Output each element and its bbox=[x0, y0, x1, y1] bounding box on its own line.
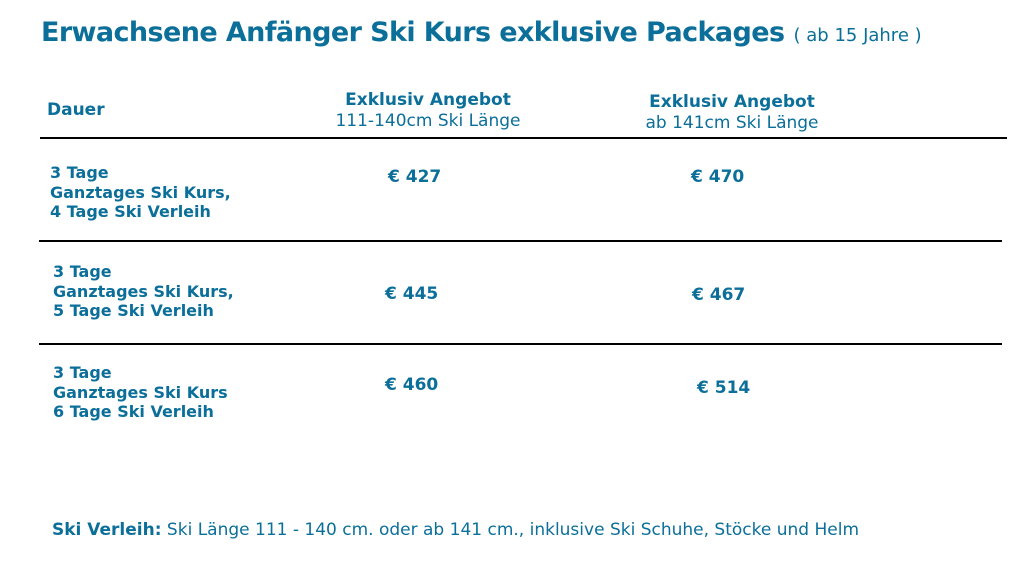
row-3-days: 3 Tage bbox=[53, 363, 112, 382]
column-header-angebot-2-title: Exklusiv Angebot bbox=[649, 92, 815, 112]
row-2-rental: 5 Tage Ski Verleih bbox=[53, 301, 214, 320]
column-header-angebot-2-subtitle: ab 141cm Ski Länge bbox=[645, 113, 819, 133]
column-header-angebot-1-subtitle: 111-140cm Ski Länge bbox=[335, 111, 521, 131]
row-1-course: Ganztages Ski Kurs, bbox=[50, 182, 231, 202]
row-2-days: 3 Tage bbox=[53, 262, 112, 281]
column-header-angebot-1-title: Exklusiv Angebot bbox=[345, 90, 511, 110]
row-2-price-1: € 445 bbox=[385, 284, 439, 304]
row-divider-1 bbox=[39, 240, 1002, 242]
title-subtitle: ( ab 15 Jahre ) bbox=[793, 25, 922, 46]
page-title: Erwachsene Anfänger Ski Kurs exklusive P… bbox=[41, 17, 922, 48]
header-divider bbox=[40, 137, 1007, 139]
row-1-price-2: € 470 bbox=[691, 167, 745, 187]
row-3-rental: 6 Tage Ski Verleih bbox=[53, 402, 214, 421]
column-header-angebot-2: Exklusiv Angebot ab 141cm Ski Länge bbox=[622, 92, 842, 134]
title-main: Erwachsene Anfänger Ski Kurs exklusive P… bbox=[41, 17, 785, 48]
column-header-angebot-1: Exklusiv Angebot 111-140cm Ski Länge bbox=[316, 90, 540, 132]
row-divider-2 bbox=[39, 343, 1002, 345]
column-header-dauer: Dauer bbox=[47, 100, 105, 120]
row-3-course: Ganztages Ski Kurs bbox=[53, 382, 228, 402]
row-1-price-1: € 427 bbox=[388, 167, 442, 187]
table-row-3-duration: 3 Tage Ganztages Ski Kurs 6 Tage Ski Ver… bbox=[53, 363, 228, 422]
row-2-course: Ganztages Ski Kurs, bbox=[53, 281, 234, 301]
table-row-1-duration: 3 Tage Ganztages Ski Kurs, 4 Tage Ski Ve… bbox=[50, 163, 231, 222]
table-row-2-duration: 3 Tage Ganztages Ski Kurs, 5 Tage Ski Ve… bbox=[53, 262, 234, 321]
row-1-rental: 4 Tage Ski Verleih bbox=[50, 202, 211, 221]
footer-note: Ski Verleih: Ski Länge 111 - 140 cm. ode… bbox=[52, 520, 859, 540]
row-2-price-2: € 467 bbox=[692, 285, 746, 305]
footer-label: Ski Verleih: bbox=[52, 520, 162, 540]
footer-text: Ski Länge 111 - 140 cm. oder ab 141 cm.,… bbox=[161, 520, 860, 540]
row-1-days: 3 Tage bbox=[50, 163, 109, 182]
row-3-price-2: € 514 bbox=[697, 378, 751, 398]
row-3-price-1: € 460 bbox=[385, 375, 439, 395]
